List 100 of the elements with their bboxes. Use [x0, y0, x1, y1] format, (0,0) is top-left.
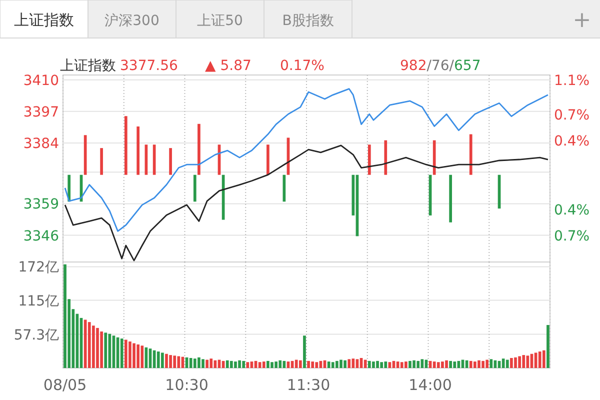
bar — [482, 360, 484, 368]
x-tick-label: 10:30 — [165, 376, 208, 394]
bar — [432, 362, 436, 368]
bar — [432, 140, 436, 175]
bar — [128, 342, 132, 368]
bar — [266, 360, 270, 368]
bar — [453, 362, 456, 368]
bar — [298, 360, 302, 368]
bar — [368, 360, 371, 368]
y-tick-label: 3384 — [23, 136, 60, 152]
bar — [193, 358, 196, 368]
bar — [514, 357, 517, 368]
bar — [445, 360, 448, 368]
bar — [193, 174, 196, 202]
bar — [506, 360, 509, 368]
line-series — [64, 88, 549, 232]
bar — [242, 360, 246, 368]
bar — [542, 350, 546, 368]
bar — [510, 358, 513, 368]
y2-tick-label: 0.4% — [554, 133, 590, 150]
bar — [100, 148, 103, 175]
bar — [372, 362, 375, 368]
bar — [136, 344, 140, 368]
y2-tick-label: 0.7% — [554, 228, 590, 244]
bar — [538, 352, 542, 368]
text: B股指数 — [282, 13, 334, 29]
bar — [404, 362, 408, 368]
bar — [340, 360, 342, 368]
y-tick-label: 3346 — [23, 228, 60, 244]
x-tick-label: 08/05 — [43, 376, 87, 394]
y-tick-label: 3410 — [23, 72, 59, 89]
y2-tick-label: 0.7% — [554, 107, 590, 124]
bar — [230, 360, 233, 368]
y-tick-label: 3359 — [23, 196, 59, 213]
bar — [278, 360, 282, 368]
text: 3377.56 — [120, 58, 178, 74]
bar — [294, 360, 298, 368]
bar — [210, 358, 213, 368]
bar — [436, 362, 440, 368]
bar — [518, 356, 521, 368]
bar — [469, 134, 472, 175]
bar — [246, 362, 250, 368]
bar — [380, 362, 383, 368]
bar — [258, 362, 262, 368]
bar — [449, 174, 452, 222]
text: ▲ 5.87 — [205, 58, 252, 74]
bar — [136, 126, 140, 175]
bar — [198, 357, 200, 368]
bar — [364, 360, 367, 368]
bar — [388, 362, 392, 368]
line-series — [64, 144, 549, 262]
bar — [238, 360, 241, 368]
bar — [307, 360, 310, 368]
bar — [156, 352, 160, 368]
bar — [486, 360, 489, 368]
bar — [400, 362, 404, 368]
bar — [449, 360, 452, 368]
bar — [96, 328, 99, 368]
bar — [124, 340, 128, 368]
y-tick-label: 3397 — [23, 104, 59, 120]
y2-tick-label: 1.1% — [554, 72, 590, 89]
bar — [104, 332, 108, 368]
bar — [441, 362, 444, 368]
bar — [161, 352, 164, 368]
bar — [270, 362, 274, 368]
bar — [92, 326, 95, 368]
text: 0.17% — [280, 58, 324, 74]
bar — [132, 343, 136, 368]
bar — [336, 360, 338, 368]
bar — [165, 354, 168, 368]
bar — [120, 338, 124, 368]
bar — [234, 362, 237, 368]
text: + — [572, 8, 592, 33]
bar — [266, 144, 270, 175]
bar — [469, 360, 472, 368]
bar — [344, 360, 346, 368]
text: 上证指数 — [14, 11, 74, 29]
y-tick-label: 115亿 — [18, 293, 59, 310]
bar — [100, 331, 103, 368]
bar — [368, 144, 371, 175]
bar — [384, 140, 388, 175]
bar — [169, 355, 172, 368]
bar — [478, 360, 480, 368]
y-tick-label: 57.3亿 — [14, 327, 59, 344]
bar — [169, 148, 172, 175]
bar — [376, 360, 379, 368]
bar — [173, 356, 176, 368]
x-tick-label: 14:00 — [408, 376, 452, 394]
bar — [303, 336, 306, 368]
text: 沪深300 — [104, 13, 160, 29]
bar — [140, 346, 144, 368]
bar — [206, 360, 208, 368]
bar — [384, 362, 388, 368]
bar — [311, 362, 314, 368]
bar — [198, 124, 200, 175]
bar — [274, 362, 278, 368]
bar — [262, 362, 266, 368]
y2-tick-label: 0.4% — [554, 202, 590, 218]
bar — [412, 360, 416, 368]
bar — [189, 358, 192, 368]
